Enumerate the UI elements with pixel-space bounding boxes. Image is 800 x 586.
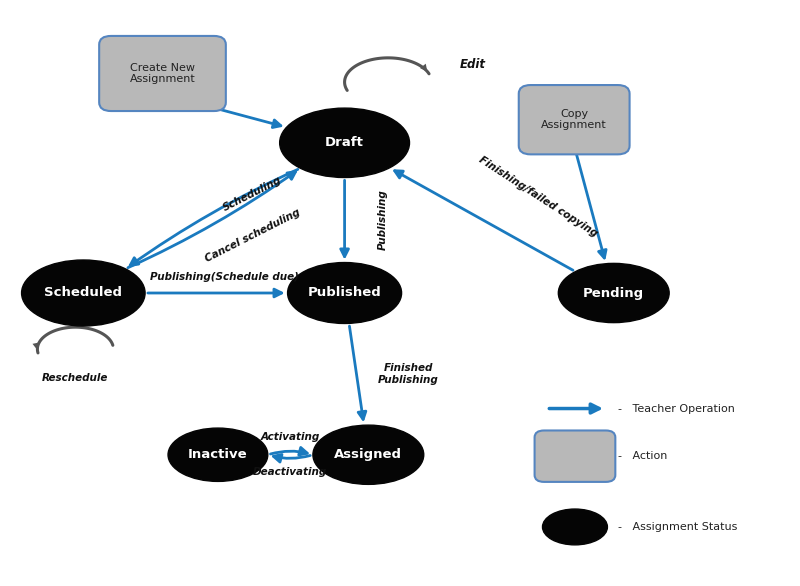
- Ellipse shape: [558, 263, 669, 323]
- Text: Finished
Publishing: Finished Publishing: [378, 363, 438, 385]
- FancyBboxPatch shape: [518, 85, 630, 154]
- Text: Pending: Pending: [583, 287, 644, 299]
- Text: Scheduling: Scheduling: [222, 175, 283, 213]
- Ellipse shape: [287, 263, 402, 323]
- Text: Draft: Draft: [325, 137, 364, 149]
- FancyArrowPatch shape: [341, 180, 349, 257]
- Text: Copy
Assignment: Copy Assignment: [542, 109, 607, 131]
- Text: Reschedule: Reschedule: [42, 373, 109, 383]
- Text: Finishing/failed copying: Finishing/failed copying: [477, 155, 599, 239]
- FancyArrowPatch shape: [148, 289, 282, 297]
- Text: Publishing: Publishing: [378, 190, 387, 250]
- FancyArrowPatch shape: [274, 455, 310, 462]
- FancyArrowPatch shape: [128, 172, 295, 268]
- Text: Activating: Activating: [261, 432, 320, 442]
- FancyArrowPatch shape: [270, 448, 307, 455]
- Ellipse shape: [313, 425, 424, 485]
- FancyBboxPatch shape: [534, 431, 615, 482]
- Ellipse shape: [22, 260, 145, 326]
- Ellipse shape: [280, 108, 410, 178]
- Text: Publishing(Schedule due): Publishing(Schedule due): [150, 272, 298, 282]
- FancyBboxPatch shape: [99, 36, 226, 111]
- FancyArrowPatch shape: [350, 326, 366, 420]
- FancyArrowPatch shape: [196, 103, 281, 128]
- Text: Scheduled: Scheduled: [44, 287, 122, 299]
- FancyArrowPatch shape: [394, 171, 573, 270]
- Ellipse shape: [542, 509, 607, 545]
- Text: -   Action: - Action: [618, 451, 667, 461]
- Text: Create New
Assignment: Create New Assignment: [130, 63, 195, 84]
- FancyArrowPatch shape: [130, 169, 298, 265]
- Text: Published: Published: [308, 287, 382, 299]
- Text: -   Teacher Operation: - Teacher Operation: [618, 404, 734, 414]
- Text: Cancel scheduling: Cancel scheduling: [203, 207, 302, 264]
- Text: Deactivating: Deactivating: [254, 467, 327, 477]
- Text: Edit: Edit: [459, 57, 486, 71]
- FancyArrowPatch shape: [575, 148, 606, 258]
- Ellipse shape: [168, 428, 268, 482]
- FancyArrowPatch shape: [550, 404, 599, 413]
- Text: Inactive: Inactive: [188, 448, 248, 461]
- Text: Assigned: Assigned: [334, 448, 402, 461]
- Text: -   Assignment Status: - Assignment Status: [618, 522, 737, 532]
